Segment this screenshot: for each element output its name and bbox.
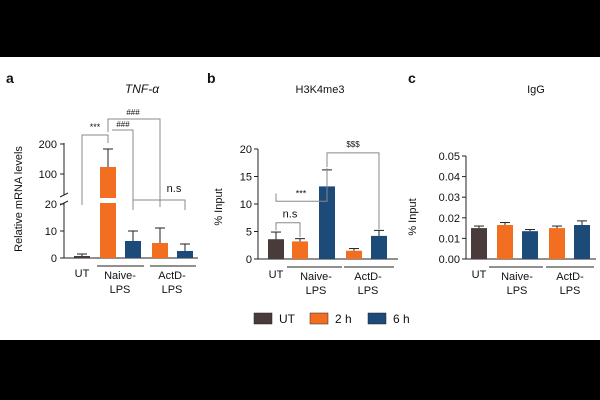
panel-b-bar: [268, 239, 284, 259]
panel-b-bracket: [275, 168, 328, 202]
panel-b-ytick-label: 0: [246, 254, 252, 266]
panel-a-ytick-label: 20: [45, 199, 57, 211]
panel-c-ylabel: % Input: [407, 198, 419, 235]
panel-b-annotation: n.s: [283, 209, 298, 221]
panel-a-annotation: ###: [116, 120, 130, 129]
panel-a-bracket: [107, 118, 161, 207]
legend-label-6h: 6 h: [393, 312, 410, 326]
panel-a: a TNF-α Relative mRNA levels 0 10 20 100…: [6, 70, 198, 296]
panel-a-ytick-label: 10: [45, 226, 57, 238]
panel-b-bracket: [275, 222, 301, 237]
panel-b-xlabel-line2: LPS: [358, 285, 379, 297]
panel-a-ylabel: Relative mRNA levels: [13, 146, 25, 252]
panel-a-ytick-label: 0: [51, 253, 57, 265]
panel-a-bar-ut: [74, 256, 90, 258]
legend-label-2h: 2 h: [335, 312, 352, 326]
panel-c-xlabel: ActD-: [556, 271, 584, 283]
panel-letter-c: c: [408, 70, 416, 86]
panel-b-xlabel-line2: LPS: [306, 285, 327, 297]
panel-b-xlabel-ut: UT: [269, 269, 284, 281]
figure-svg: a TNF-α Relative mRNA levels 0 10 20 100…: [6, 70, 596, 326]
panel-c-ytick-label: 0.05: [439, 151, 460, 163]
panel-a-xlabel-actd: ActD-: [158, 270, 186, 282]
panel-c: c IgG % Input 0.00 0.01 0.02 0.03 0.04 0.05 UT…: [407, 70, 596, 297]
panel-b-ylabel: % Input: [213, 188, 225, 225]
panel-c-ytick-label: 0.00: [439, 254, 460, 266]
panel-b-bar: [371, 235, 387, 259]
panel-a-xlabel-actd-line2: LPS: [162, 284, 183, 296]
panel-c-ytick-label: 0.04: [439, 172, 460, 184]
figure-panel: a TNF-α Relative mRNA levels 0 10 20 100…: [0, 57, 600, 340]
panel-a-axis-break: [59, 192, 69, 198]
panel-b-bar: [346, 250, 362, 259]
panel-a-annotation: ***: [90, 122, 101, 132]
panel-letter-b: b: [207, 70, 216, 86]
legend-swatch-2h: [309, 312, 329, 325]
panel-a-ytick-label: 100: [39, 169, 57, 181]
panel-b: b H3K4me3 % Input 0 5 10 15 20 UT Naive- LPS Act…: [207, 70, 398, 297]
panel-b-bar: [319, 186, 335, 259]
panel-c-ytick-label: 0.02: [439, 213, 460, 225]
panel-letter-a: a: [6, 70, 14, 86]
panel-c-ytick-label: 0.03: [439, 192, 460, 204]
panel-b-bar: [292, 241, 308, 259]
legend-swatch-6h: [367, 312, 387, 325]
panel-c-bar: [497, 225, 513, 259]
panel-a-bar-actd-6h: [177, 251, 193, 258]
panel-b-ytick-label: 20: [240, 144, 252, 156]
panel-a-annotation: ###: [126, 108, 140, 117]
panel-b-annotation: $$$: [346, 140, 360, 149]
panel-b-ytick-label: 10: [240, 199, 252, 211]
panel-c-bar: [574, 225, 590, 259]
panel-a-xlabel-ut: UT: [75, 268, 90, 280]
panel-c-title: IgG: [527, 84, 545, 96]
panel-b-title: H3K4me3: [296, 84, 345, 96]
panel-a-xlabel-naive-line2: LPS: [110, 284, 131, 296]
panel-c-xlabel-ut: UT: [472, 269, 487, 281]
panel-b-xlabel: Naive-: [300, 271, 332, 283]
panel-b-bracket: [326, 152, 380, 230]
panel-a-bracket: [112, 129, 134, 207]
panel-c-bar: [549, 228, 565, 259]
legend-swatch-ut: [253, 312, 273, 325]
panel-c-xlabel: Naive-: [501, 271, 533, 283]
panel-a-bar-naive-2h-lower: [100, 203, 116, 258]
panel-a-title: TNF-α: [125, 82, 160, 96]
panel-b-ytick-label: 5: [246, 227, 252, 239]
panel-b-annotation: ***: [296, 188, 307, 198]
panel-a-xlabel-naive: Naive-: [104, 270, 136, 282]
panel-a-bracket: [132, 199, 186, 210]
panel-a-ytick-label: 200: [39, 139, 57, 151]
panel-c-bar: [471, 228, 487, 259]
panel-a-annotation: n.s: [167, 183, 182, 195]
panel-a-bar-naive-6h: [125, 241, 141, 258]
panel-c-xlabel-line2: LPS: [507, 285, 528, 297]
legend: UT 2 h 6 h: [253, 312, 410, 326]
legend-label-ut: UT: [279, 312, 296, 326]
panel-a-bar-naive-2h: [100, 167, 116, 198]
panel-c-ytick-label: 0.01: [439, 233, 460, 245]
panel-c-xlabel-line2: LPS: [560, 285, 581, 297]
panel-a-bracket: [81, 134, 109, 205]
panel-a-bar-actd-2h: [152, 243, 168, 258]
panel-c-bar: [522, 231, 538, 259]
panel-b-ytick-label: 15: [240, 172, 252, 184]
panel-b-xlabel: ActD-: [354, 271, 382, 283]
